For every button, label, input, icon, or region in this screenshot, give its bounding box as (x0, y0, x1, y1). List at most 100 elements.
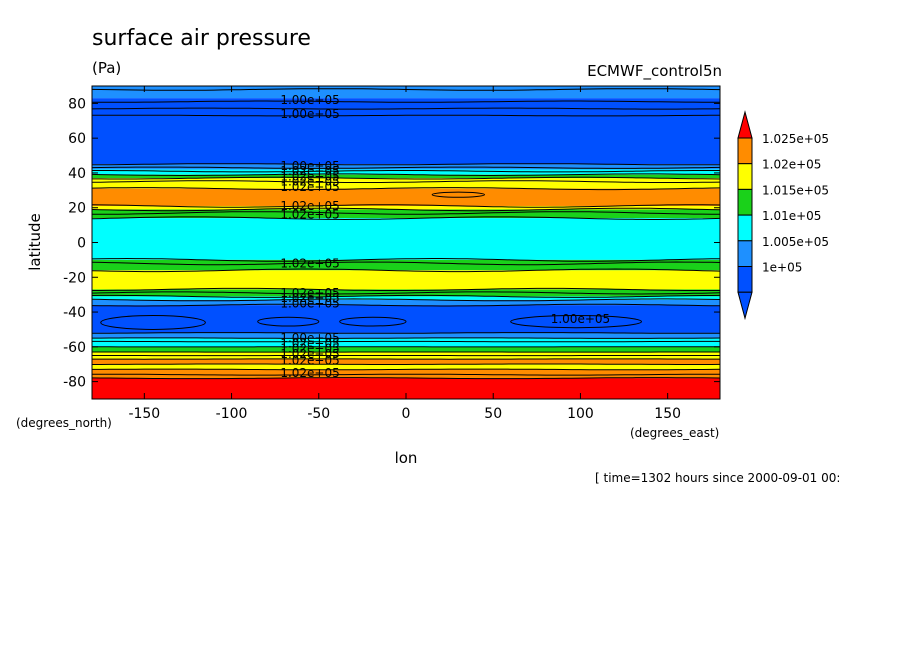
low-pressure-cell-2 (339, 316, 407, 327)
legend-swatch (737, 240, 753, 268)
x-axis: -150 -100 -50 0 50 100 150 (128, 86, 681, 422)
contour-band-8 (92, 188, 720, 206)
contour-line-7 (91, 173, 721, 176)
contour-line-20 (91, 294, 721, 298)
legend-top-arrow (737, 110, 753, 139)
legend-label: 1.01e+05 (762, 209, 821, 223)
contour-band-11 (92, 218, 720, 260)
legend-label: 1.005e+05 (762, 235, 829, 249)
contour-line-15 (91, 257, 721, 262)
contour-label: 1.02e+05 (280, 366, 339, 380)
contour-label: 1.02e+05 (280, 175, 339, 189)
units-label: (Pa) (92, 59, 121, 77)
y-tick-label: 80 (68, 96, 86, 112)
contour-label: 1.02e+05 (280, 164, 339, 178)
contour-line-9 (91, 180, 721, 183)
contour-line-19 (91, 291, 721, 295)
x-units-label: (degrees_east) (630, 426, 719, 440)
legend-label: 1.025e+05 (762, 132, 829, 146)
x-tick-label: 150 (654, 406, 681, 422)
contour-line-16 (91, 261, 721, 266)
contour-band-20 (92, 346, 720, 353)
contour-band-15 (92, 296, 720, 300)
contour-labels: 1.00e+051.00e+051.00e+051.02e+051.02e+05… (280, 93, 610, 380)
y-tick-label: -40 (63, 305, 86, 321)
contour-cells (100, 191, 642, 330)
contour-band-9 (92, 205, 720, 210)
y-units-label: (degrees_north) (16, 416, 112, 430)
contour-label: 1.02e+05 (280, 180, 339, 194)
legend-label: 1.015e+05 (762, 183, 829, 197)
contour-band-4 (92, 169, 720, 175)
contour-label: 1.02e+05 (280, 286, 339, 300)
contour-label: 1.02e+05 (280, 347, 339, 361)
x-tick-label: -150 (128, 406, 160, 422)
contour-band-3 (92, 164, 720, 170)
contour-line-4 (91, 163, 721, 166)
contour-band-6 (92, 178, 720, 182)
contour-band-22 (92, 359, 720, 365)
contour-line-31 (92, 368, 721, 371)
legend-swatch (737, 137, 753, 165)
legend-swatch (737, 188, 753, 216)
x-tick-label: -100 (216, 406, 248, 422)
contour-label: 1.02e+05 (280, 336, 339, 350)
contour-band-25 (92, 378, 720, 399)
y-tick-label: 60 (68, 131, 86, 147)
contour-label: 1.00e+05 (551, 312, 610, 326)
contour-line-1 (92, 100, 721, 103)
contour-label: 1.02e+05 (280, 208, 339, 222)
x-tick-label: 100 (567, 406, 594, 422)
contour-line-21 (91, 298, 721, 302)
contour-label: 1.00e+05 (280, 93, 339, 107)
contour-label: 1.00e+05 (280, 331, 339, 345)
color-legend: 1.025e+05 1.02e+05 1.015e+05 1.01e+05 1.005e… (737, 110, 829, 321)
contour-label: 1.02e+05 (280, 256, 339, 270)
contour-band-13 (92, 270, 720, 290)
contour-label: 1.02e+05 (280, 354, 339, 368)
y-tick-label: -80 (63, 375, 86, 391)
contour-label: 1.00e+05 (280, 296, 339, 310)
y-tick-label: 0 (77, 236, 86, 252)
contour-label: 1.00e+05 (280, 159, 339, 173)
contour-line-11 (91, 204, 721, 208)
legend-bottom-arrow (737, 291, 753, 321)
contour-line-6 (92, 170, 720, 173)
model-label: ECMWF_control5n (587, 62, 722, 81)
contour-line-33 (91, 377, 721, 380)
contour-band-23 (92, 364, 720, 370)
contour-label: 1.02e+05 (280, 342, 339, 356)
contour-line-24 (92, 337, 721, 339)
contour-line-32 (92, 373, 720, 376)
legend-swatch (737, 214, 753, 242)
contour-band-18 (92, 332, 720, 339)
contour-line-13 (92, 211, 720, 215)
y-tick-label: 20 (68, 201, 86, 217)
contour-band-16 (92, 299, 720, 306)
contour-label: 1.02e+05 (280, 291, 339, 305)
y-tick-label: 40 (68, 166, 86, 182)
legend-label: 1e+05 (762, 261, 802, 275)
contour-line-10 (91, 187, 721, 191)
contour-line-8 (92, 176, 721, 180)
contour-line-17 (91, 268, 721, 273)
legend-swatch (737, 163, 753, 190)
contour-band-12 (92, 259, 720, 271)
x-tick-label: 50 (484, 406, 502, 422)
x-axis-title: lon (395, 449, 418, 467)
contour-label: 1.02e+05 (280, 169, 339, 183)
contour-band-7 (92, 181, 720, 189)
x-tick-label: -50 (307, 406, 330, 422)
contour-band-1 (92, 98, 720, 116)
contour-label: 1.00e+05 (280, 107, 339, 121)
contour-band-5 (92, 174, 720, 179)
y-tick-label: -20 (63, 270, 86, 286)
low-pressure-cell-0 (100, 315, 206, 330)
y-tick-label: -60 (63, 340, 86, 356)
contour-line-3 (92, 114, 720, 117)
contour-line-22 (91, 303, 721, 307)
x-tick-label: 0 (402, 406, 411, 422)
contour-line-2 (91, 107, 721, 110)
contour-line-14 (91, 216, 721, 221)
